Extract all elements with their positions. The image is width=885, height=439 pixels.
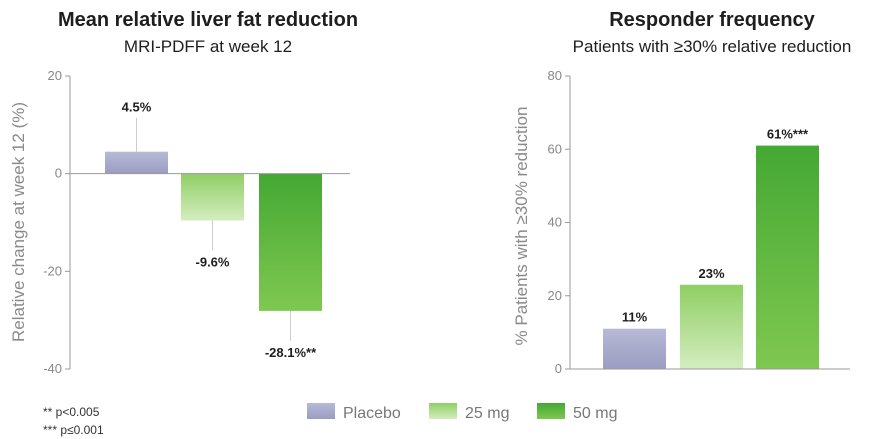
chart1-tick-label: -40 <box>43 361 62 376</box>
chart2-data-label-50mg: 61%*** <box>767 127 809 142</box>
legend: Placebo 25 mg 50 mg <box>307 403 617 422</box>
footnotes: ** p<0.005 *** p≤0.001 <box>43 405 104 437</box>
chart2-data-label-25mg: 23% <box>698 266 724 281</box>
chart1-tick-label: -20 <box>43 263 62 278</box>
chart1-tick-label: 0 <box>55 166 62 181</box>
chart1-data-label-50mg: -28.1%** <box>265 345 317 360</box>
chart1-bar-50mg <box>259 173 322 311</box>
legend-swatch-25mg <box>429 403 457 419</box>
chart2-bar-50mg <box>756 145 819 369</box>
chart2-tick-label: 80 <box>548 68 562 83</box>
chart1-tick-label: 20 <box>48 68 62 83</box>
chart2-data-label-placebo: 11% <box>622 310 648 325</box>
chart1-ylabel: Relative change at week 12 (%) <box>9 102 28 342</box>
legend-label-50mg: 50 mg <box>573 405 617 422</box>
chart2-tick-label: 40 <box>548 215 562 230</box>
chart2-tick-label: 20 <box>548 288 562 303</box>
chart2-bar-placebo <box>603 328 666 369</box>
chart2-subtitle: Patients with ≥30% relative reduction <box>573 37 852 56</box>
chart1-data-label-25mg: -9.6% <box>196 255 230 270</box>
legend-label-25mg: 25 mg <box>465 405 509 422</box>
chart2-tick-label: 0 <box>555 361 562 376</box>
footnote-p001: *** p≤0.001 <box>43 423 104 437</box>
chart1-bar-placebo <box>105 151 168 174</box>
chart1-title: Mean relative liver fat reduction <box>58 9 358 31</box>
chart1-data-label-placebo: 4.5% <box>122 100 152 115</box>
legend-label-placebo: Placebo <box>343 405 401 422</box>
chart2-ylabel: % Patients with ≥30% reduction <box>512 107 531 346</box>
chart2-bar-25mg <box>680 284 743 369</box>
legend-swatch-placebo <box>307 403 335 419</box>
chart1-subtitle: MRI-PDFF at week 12 <box>124 37 292 56</box>
chart-responder-frequency: Responder frequency Patients with ≥30% r… <box>512 9 851 376</box>
chart2-tick-label: 60 <box>548 141 562 156</box>
chart1-bar-25mg <box>181 173 244 221</box>
chart-liver-fat-reduction: Mean relative liver fat reduction MRI-PD… <box>9 9 358 376</box>
legend-swatch-50mg <box>537 403 565 419</box>
chart2-title: Responder frequency <box>609 9 815 31</box>
footnote-p005: ** p<0.005 <box>43 405 100 419</box>
